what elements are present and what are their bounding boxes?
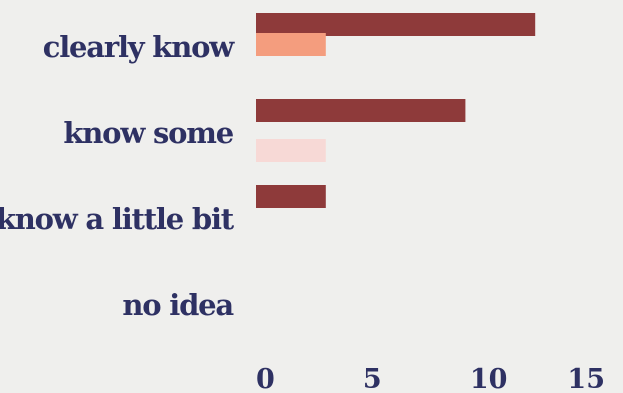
category-label-know-a-little-bit: know a little bit [0, 202, 235, 236]
bar-know-some-series-1 [256, 99, 466, 122]
category-label-no-idea: no idea [122, 288, 234, 322]
bar-clearly-know-series-1 [256, 13, 536, 36]
x-tick-label-5: 5 [363, 364, 382, 393]
bars-group [256, 13, 536, 208]
x-axis-ticks: 0 5 10 15 [256, 364, 605, 393]
category-label-know-some: know some [63, 116, 233, 150]
category-labels: clearly know know some know a little bit no… [0, 30, 236, 322]
bar-know-a-little-bit-series-1 [256, 185, 326, 208]
bar-clearly-know-series-2 [256, 33, 326, 56]
x-tick-label-10: 10 [470, 364, 508, 393]
bar-know-some-series-3 [256, 139, 326, 162]
x-tick-label-15: 15 [567, 364, 605, 393]
category-label-clearly-know: clearly know [43, 30, 235, 64]
x-tick-label-0: 0 [256, 364, 275, 393]
